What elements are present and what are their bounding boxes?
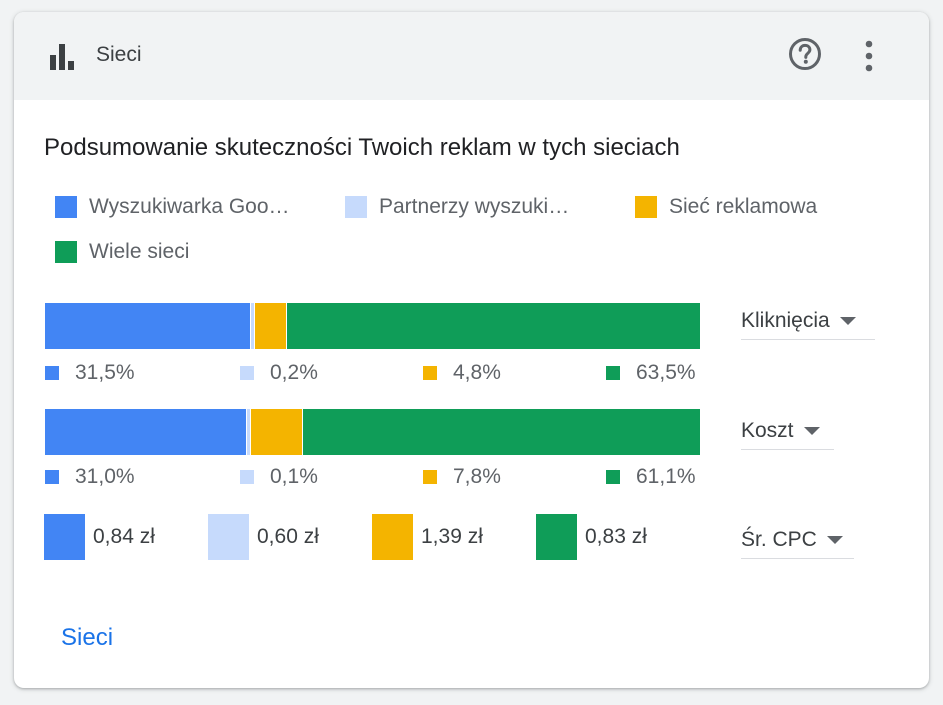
- legend-swatch: [345, 196, 367, 218]
- pct-dot: [606, 366, 620, 380]
- cpc-search: 0,84 zł: [44, 514, 155, 560]
- bar-segment-multi: [286, 303, 701, 349]
- legend-item-search: Wyszukiwarka Goo…: [55, 194, 290, 220]
- pct-dot: [240, 470, 254, 484]
- legend-label: Sieć reklamowa: [669, 195, 818, 218]
- bar-segment-partners: [249, 303, 254, 349]
- dropdown-label: Śr. CPC: [741, 528, 817, 551]
- cpc-display: 1,39 zł: [372, 514, 483, 560]
- dropdown-label: Kliknięcia: [741, 309, 830, 332]
- networks-card: Sieci Podsumowanie skuteczności Twoich r…: [14, 12, 929, 688]
- bar-segment-search: [45, 303, 250, 349]
- cpc-value: 1,39 zł: [421, 525, 483, 548]
- pct-dot: [423, 366, 437, 380]
- legend-item-multi: Wiele sieci: [55, 239, 189, 265]
- cpc-partners: 0,60 zł: [208, 514, 319, 560]
- pct-label: 7,8%: [453, 465, 501, 488]
- clicks-metric-dropdown[interactable]: Kliknięcia: [741, 303, 875, 340]
- clicks-stacked-bar: [45, 303, 701, 349]
- legend-item-display: Sieć reklamowa: [635, 194, 817, 220]
- cpc-value: 0,84 zł: [93, 525, 155, 548]
- pct-dot: [45, 470, 59, 484]
- bar-segment-display: [253, 303, 287, 349]
- clicks-pct-partners: 0,2%: [240, 360, 318, 386]
- cost-pct-search: 31,0%: [45, 464, 135, 490]
- help-circle-icon[interactable]: [788, 37, 822, 71]
- arrow-drop-down-icon: [839, 317, 856, 325]
- clicks-pct-display: 4,8%: [423, 360, 501, 386]
- legend-swatch: [55, 196, 77, 218]
- legend-swatch: [55, 241, 77, 263]
- more-vert-icon[interactable]: [855, 39, 883, 73]
- pct-dot: [45, 366, 59, 380]
- cost-pct-multi: 61,1%: [606, 464, 696, 490]
- bar-segment-partners: [246, 409, 251, 455]
- cpc-value: 0,83 zł: [585, 525, 647, 548]
- legend-label: Wyszukiwarka Goo…: [89, 195, 290, 218]
- pct-label: 63,5%: [636, 361, 696, 384]
- card-title: Sieci: [96, 43, 142, 66]
- cpc-value: 0,60 zł: [257, 525, 319, 548]
- clicks-pct-multi: 63,5%: [606, 360, 696, 386]
- cpc-swatch: [372, 514, 413, 560]
- cpc-swatch: [44, 514, 85, 560]
- pct-label: 4,8%: [453, 361, 501, 384]
- pct-dot: [423, 470, 437, 484]
- pct-label: 0,2%: [270, 361, 318, 384]
- legend-swatch: [635, 196, 657, 218]
- cost-metric-dropdown[interactable]: Koszt: [741, 413, 834, 450]
- cost-pct-display: 7,8%: [423, 464, 501, 490]
- bar-chart-icon: [50, 44, 74, 70]
- dropdown-label: Koszt: [741, 419, 794, 442]
- pct-label: 31,0%: [75, 465, 135, 488]
- arrow-drop-down-icon: [803, 427, 820, 435]
- clicks-pct-search: 31,5%: [45, 360, 135, 386]
- pct-label: 61,1%: [636, 465, 696, 488]
- networks-link[interactable]: Sieci: [61, 624, 114, 651]
- legend-label: Partnerzy wyszuki…: [379, 195, 570, 218]
- summary-title: Podsumowanie skuteczności Twoich reklam …: [44, 134, 680, 161]
- cost-stacked-bar: [45, 409, 700, 455]
- legend-label: Wiele sieci: [89, 240, 190, 263]
- cost-pct-partners: 0,1%: [240, 464, 318, 490]
- arrow-drop-down-icon: [826, 536, 843, 544]
- pct-label: 31,5%: [75, 361, 135, 384]
- cpc-swatch: [536, 514, 577, 560]
- bar-segment-search: [45, 409, 247, 455]
- bar-segment-display: [250, 409, 303, 455]
- bar-segment-multi: [302, 409, 700, 455]
- legend-item-partners: Partnerzy wyszuki…: [345, 194, 569, 220]
- pct-label: 0,1%: [270, 465, 318, 488]
- cpc-swatch: [208, 514, 249, 560]
- cpc-metric-dropdown[interactable]: Śr. CPC: [741, 522, 854, 559]
- cpc-multi: 0,83 zł: [536, 514, 647, 560]
- pct-dot: [240, 366, 254, 380]
- pct-dot: [606, 470, 620, 484]
- card-header: Sieci: [14, 12, 929, 100]
